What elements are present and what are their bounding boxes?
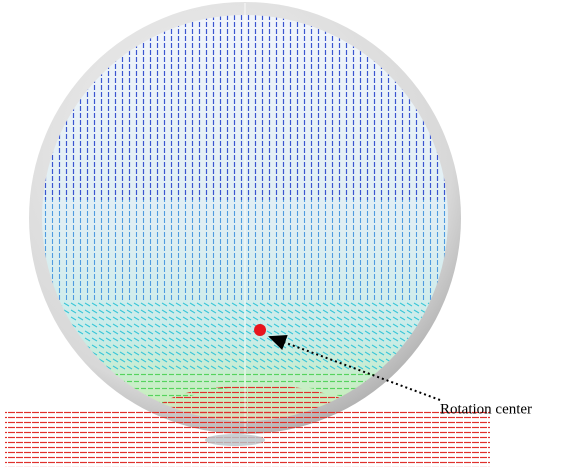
flow-field: Rotation center <box>0 0 573 473</box>
rotation-center <box>254 324 266 336</box>
figure: Rotation center <box>0 0 573 473</box>
annotation: Rotation center <box>440 401 532 417</box>
